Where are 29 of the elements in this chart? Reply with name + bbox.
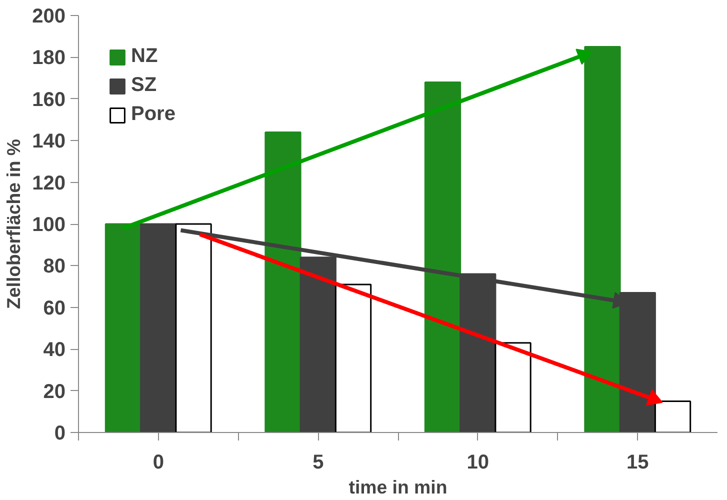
legend-label: NZ bbox=[131, 45, 158, 68]
bar bbox=[654, 400, 692, 432]
y-tick-label: 20 bbox=[43, 380, 66, 403]
x-axis-title: time in min bbox=[348, 476, 448, 498]
y-tick-label: 140 bbox=[32, 130, 66, 153]
bar bbox=[584, 46, 621, 432]
bar bbox=[104, 223, 142, 432]
y-tick-label: 100 bbox=[32, 214, 66, 236]
bar bbox=[175, 223, 212, 432]
bar bbox=[334, 284, 372, 432]
x-tick-label: 0 bbox=[152, 452, 164, 474]
legend-label: Pore bbox=[131, 103, 176, 126]
y-tick-label: 40 bbox=[43, 339, 66, 362]
bar bbox=[494, 342, 532, 432]
bar bbox=[264, 132, 302, 432]
y-tick-label: 0 bbox=[54, 422, 66, 444]
bar bbox=[424, 81, 462, 432]
y-tick-label: 180 bbox=[32, 47, 66, 70]
y-tick-label: 200 bbox=[32, 6, 66, 28]
legend-label: SZ bbox=[131, 74, 157, 97]
y-tick-label: 80 bbox=[43, 256, 66, 278]
bar bbox=[140, 223, 177, 432]
x-tick-label: 5 bbox=[312, 452, 324, 474]
y-axis-title: Zelloberfläche in % bbox=[3, 138, 24, 310]
x-tick-label: 15 bbox=[626, 452, 649, 474]
x-tick-label: 10 bbox=[466, 452, 489, 474]
y-tick-label: 120 bbox=[32, 172, 66, 194]
y-tick-label: 60 bbox=[43, 297, 66, 320]
y-tick-label: 160 bbox=[32, 88, 66, 111]
